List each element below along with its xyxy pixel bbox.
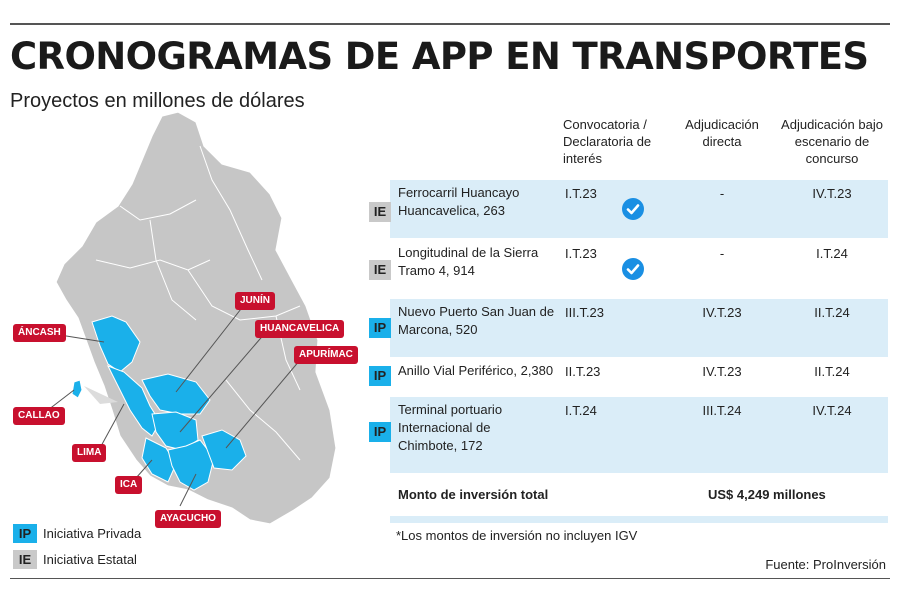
adjudicacion-directa-value: III.T.24 (702, 403, 742, 418)
adjudicacion-concurso-value: IV.T.23 (812, 186, 852, 201)
total-underline (390, 516, 888, 523)
row-type-badge: IE (369, 202, 391, 222)
page-subtitle: Proyectos en millones de dólares (10, 90, 305, 112)
row-type-badge: IP (369, 366, 391, 386)
page-title: CRONOGRAMAS DE APP EN TRANSPORTES (10, 35, 869, 78)
row-background (390, 299, 888, 357)
table-row: IE Ferrocarril Huancayo Huancavelica, 26… (368, 180, 888, 238)
row-background (390, 397, 888, 473)
peru-map-graphic (47, 111, 337, 525)
legend-item-ip: IP Iniciativa Privada (13, 524, 141, 543)
legend-swatch-ip: IP (13, 524, 37, 543)
project-name: Nuevo Puerto San Juan de Marcona, 520 (398, 304, 555, 337)
bottom-rule (10, 578, 890, 579)
project-name: Anillo Vial Periférico, 2,380 (398, 363, 554, 378)
top-rule (10, 23, 890, 25)
map-label-junin: JUNÍN (235, 292, 276, 310)
total-value: US$ 4,249 millones (708, 487, 826, 502)
map-label-ancash: ÁNCASH (13, 324, 66, 342)
legend-label-ip: Iniciativa Privada (43, 526, 142, 541)
map-label-ayacucho: AYACUCHO (155, 510, 221, 528)
table-row: IE Longitudinal de la Sierra Tramo 4, 91… (368, 240, 888, 298)
map-label-ica: ICA (115, 476, 143, 494)
convocatoria-value: I.T.24 (565, 403, 597, 418)
table-row: IP Anillo Vial Periférico, 2,380 II.T.23… (368, 358, 888, 396)
table-row: IP Nuevo Puerto San Juan de Marcona, 520… (368, 299, 888, 357)
adjudicacion-directa-value: IV.T.23 (702, 305, 742, 320)
adjudicacion-directa-value: - (719, 246, 725, 261)
adjudicacion-concurso-value: I.T.24 (816, 246, 848, 261)
map-label-huancavelica: HUANCAVELICA (255, 320, 345, 338)
project-name: Ferrocarril Huancayo Huancavelica, 263 (398, 185, 520, 218)
peru-outline (55, 111, 337, 525)
region-ayacucho (167, 439, 215, 491)
legend-swatch-ie: IE (13, 550, 37, 569)
map-label-callao: CALLAO (13, 407, 65, 425)
row-background (390, 358, 888, 396)
convocatoria-value: II.T.23 (565, 364, 601, 379)
project-name: Terminal portuario Internacional de Chim… (398, 402, 503, 453)
adjudicacion-concurso-value: IV.T.24 (812, 403, 852, 418)
table-row: IP Terminal portuario Internacional de C… (368, 397, 888, 473)
map-label-lima: LIMA (72, 444, 107, 462)
map-label-apurimac: APURÍMAC (294, 346, 358, 364)
total-label: Monto de inversión total (398, 487, 549, 502)
row-type-badge: IP (369, 422, 391, 442)
footnote: *Los montos de inversión no incluyen IGV (396, 528, 638, 543)
column-header-convocatoria: Convocatoria / Declaratoria de interés (563, 117, 652, 166)
source-credit: Fuente: ProInversión (765, 557, 886, 572)
adjudicacion-concurso-value: II.T.24 (814, 305, 850, 320)
region-junin (141, 373, 211, 415)
legend-item-ie: IE Iniciativa Estatal (13, 550, 137, 569)
region-callao (71, 379, 83, 399)
adjudicacion-concurso-value: II.T.24 (814, 364, 850, 379)
peru-map: ÁNCASH CALLAO LIMA ICA AYACUCHO JUNÍN HU… (0, 110, 380, 540)
region-ancash (91, 315, 141, 373)
project-name: Longitudinal de la Sierra Tramo 4, 914 (398, 245, 539, 278)
convocatoria-value: III.T.23 (565, 305, 605, 320)
check-icon (622, 258, 644, 280)
adjudicacion-directa-value: - (719, 186, 725, 201)
convocatoria-value: I.T.23 (565, 246, 597, 261)
adjudicacion-directa-value: IV.T.23 (702, 364, 742, 379)
convocatoria-value: I.T.23 (565, 186, 597, 201)
row-type-badge: IE (369, 260, 391, 280)
region-apurimac (201, 429, 247, 471)
column-header-adjudicacion-directa: Adjudicación directa (685, 117, 759, 149)
region-ica (141, 437, 177, 483)
legend-label-ie: Iniciativa Estatal (43, 552, 137, 567)
row-type-badge: IP (369, 318, 391, 338)
column-header-adjudicacion-concurso: Adjudicación bajo escenario de concurso (781, 117, 883, 166)
check-icon (622, 198, 644, 220)
